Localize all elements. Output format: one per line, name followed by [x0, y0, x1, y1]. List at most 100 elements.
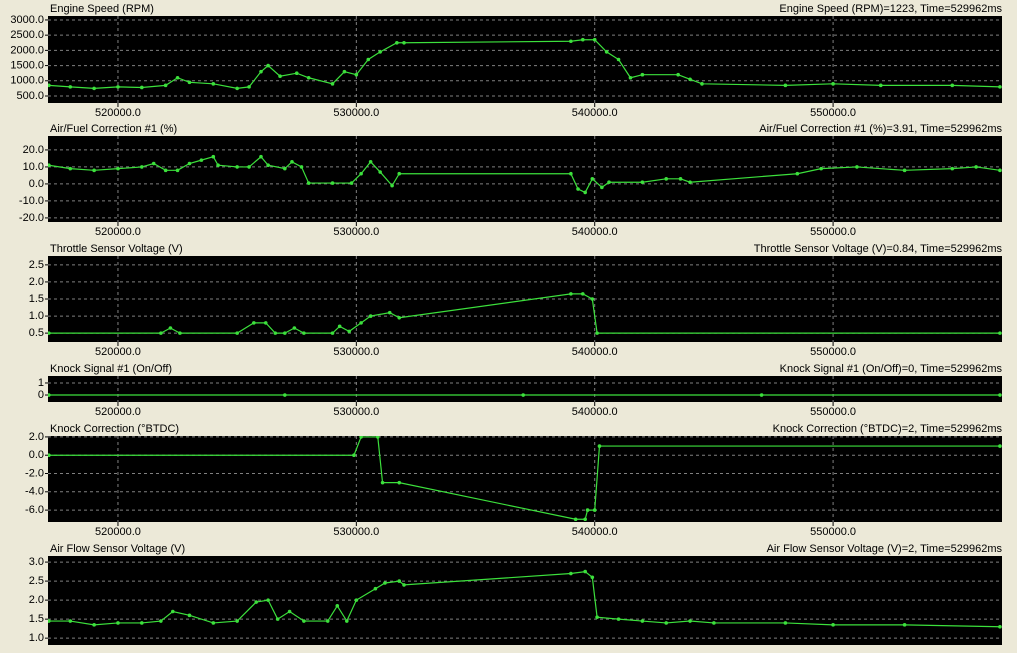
data-point — [345, 619, 349, 623]
data-point — [347, 329, 351, 334]
data-point — [273, 331, 278, 335]
y-tick-label: 1.5 — [29, 613, 44, 625]
data-point — [759, 393, 764, 397]
data-point — [175, 168, 180, 173]
y-tick-label: 2.5 — [29, 575, 44, 587]
data-point — [950, 166, 955, 171]
data-point — [266, 163, 270, 168]
y-tick-label: 1.0 — [29, 310, 44, 322]
x-tick-label: 520000.0 — [95, 346, 141, 358]
data-point — [998, 168, 1002, 173]
data-point — [688, 77, 692, 82]
data-point — [795, 171, 800, 176]
data-point — [254, 600, 259, 604]
y-tick-label: 20.0 — [23, 144, 44, 156]
data-point — [521, 393, 526, 397]
data-point — [607, 180, 611, 185]
data-point — [998, 393, 1002, 397]
data-point — [306, 75, 311, 80]
data-point — [287, 609, 292, 614]
y-tick-label: 10.0 — [23, 161, 44, 173]
y-tick-label: 0 — [38, 389, 44, 401]
data-point — [597, 444, 602, 448]
data-point — [368, 160, 373, 164]
data-point — [595, 331, 599, 335]
panel-title: Engine Speed (RPM) — [50, 3, 154, 15]
data-point — [302, 331, 306, 335]
data-point — [337, 324, 342, 329]
data-point — [306, 181, 311, 185]
data-point — [688, 619, 692, 623]
data-point — [616, 617, 621, 621]
data-point — [48, 453, 51, 458]
data-point — [349, 181, 354, 185]
plot-area — [48, 136, 1002, 222]
data-point — [998, 624, 1002, 629]
x-tick-label: 530000.0 — [333, 346, 379, 358]
panel-title: Knock Signal #1 (On/Off) — [50, 363, 172, 375]
data-point — [352, 453, 356, 458]
data-point — [235, 619, 239, 623]
data-point — [580, 37, 585, 42]
data-point — [259, 154, 263, 159]
y-tick-label: 2.0 — [29, 276, 44, 288]
data-point — [592, 37, 597, 42]
y-tick-label: 1500.0 — [10, 59, 44, 71]
data-point — [159, 619, 163, 623]
series — [48, 569, 1002, 629]
data-point — [569, 39, 573, 44]
data-point — [211, 621, 216, 625]
data-point — [168, 326, 173, 330]
data-point — [92, 168, 96, 173]
y-tick-label: 2500.0 — [10, 29, 44, 41]
data-point — [211, 154, 216, 159]
data-point — [373, 586, 378, 591]
y-tick-label: 3.0 — [29, 556, 44, 568]
plot-area — [48, 436, 1002, 522]
data-point — [116, 85, 120, 89]
x-tick-label: 550000.0 — [810, 526, 856, 538]
data-point — [664, 177, 669, 181]
plot-area — [48, 376, 1002, 402]
data-point — [216, 163, 220, 168]
x-tick-label: 550000.0 — [810, 346, 856, 358]
data-point — [678, 177, 683, 181]
data-point — [283, 166, 287, 171]
data-point — [140, 621, 144, 625]
data-point — [402, 583, 406, 587]
data-point — [397, 579, 402, 583]
data-point — [950, 83, 955, 88]
data-point — [283, 331, 287, 335]
y-tick-label: 3000.0 — [10, 14, 44, 26]
data-point — [604, 50, 609, 54]
x-tick-label: 540000.0 — [572, 107, 618, 119]
y-tick-label: 0.0 — [29, 178, 44, 190]
data-point — [569, 571, 573, 576]
data-point — [266, 63, 270, 68]
x-tick-label: 530000.0 — [333, 226, 379, 238]
data-point — [247, 165, 251, 169]
data-point — [140, 85, 144, 90]
y-tick-label: 1.5 — [29, 293, 44, 305]
data-point — [600, 185, 604, 190]
x-tick-label: 550000.0 — [810, 226, 856, 238]
series — [48, 393, 1002, 397]
series — [48, 292, 1002, 335]
data-point — [325, 619, 330, 623]
panel-title: Air/Fuel Correction #1 (%) — [50, 123, 177, 135]
data-point — [375, 436, 380, 439]
series — [48, 37, 1002, 91]
data-point — [576, 187, 580, 191]
data-point — [595, 615, 599, 620]
data-point — [366, 57, 371, 62]
panel-title: Throttle Sensor Voltage (V) — [50, 243, 183, 255]
panel-readout: Throttle Sensor Voltage (V)=0.84, Time=5… — [754, 243, 1003, 255]
panel-readout: Engine Speed (RPM)=1223, Time=529962ms — [779, 3, 1002, 15]
data-point — [335, 604, 340, 608]
data-point — [583, 569, 587, 574]
data-point — [290, 160, 294, 164]
panel-readout: Knock Signal #1 (On/Off)=0, Time=529962m… — [780, 363, 1003, 375]
y-tick-label: 500.0 — [16, 90, 44, 102]
y-tick-label: 1 — [38, 377, 44, 389]
data-point — [640, 619, 645, 623]
